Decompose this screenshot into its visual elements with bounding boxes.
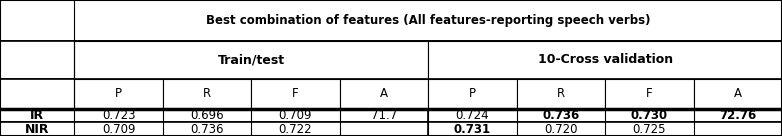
Bar xyxy=(0,79,782,109)
Text: 0.696: 0.696 xyxy=(190,109,224,122)
Bar xyxy=(0,122,782,136)
Text: 0.709: 0.709 xyxy=(102,123,135,136)
Text: 0.723: 0.723 xyxy=(102,109,135,122)
Bar xyxy=(0,41,782,79)
Text: A: A xyxy=(734,87,742,100)
Text: P: P xyxy=(115,87,122,100)
Text: R: R xyxy=(557,87,565,100)
Bar xyxy=(74,79,163,109)
Bar xyxy=(251,79,339,109)
Text: F: F xyxy=(646,87,653,100)
Bar xyxy=(694,79,782,109)
Bar xyxy=(0,109,782,122)
Text: R: R xyxy=(203,87,211,100)
Text: 71.7: 71.7 xyxy=(371,109,397,122)
Text: 0.725: 0.725 xyxy=(633,123,666,136)
Text: A: A xyxy=(380,87,388,100)
Text: 10-Cross validation: 10-Cross validation xyxy=(537,53,673,66)
Text: IR: IR xyxy=(30,109,45,122)
Text: P: P xyxy=(469,87,476,100)
Text: Train/test: Train/test xyxy=(217,53,285,66)
Bar xyxy=(74,41,429,79)
Text: 0.724: 0.724 xyxy=(456,109,490,122)
Text: 0.720: 0.720 xyxy=(544,123,578,136)
Text: 0.709: 0.709 xyxy=(278,109,312,122)
Bar xyxy=(0,0,782,41)
Bar xyxy=(429,41,782,79)
Text: 0.722: 0.722 xyxy=(278,123,312,136)
Text: 0.731: 0.731 xyxy=(454,123,491,136)
Bar xyxy=(517,79,605,109)
Text: F: F xyxy=(292,87,299,100)
Text: 0.730: 0.730 xyxy=(631,109,668,122)
Bar xyxy=(605,79,694,109)
Bar xyxy=(163,79,251,109)
Text: 0.736: 0.736 xyxy=(190,123,224,136)
Text: 72.76: 72.76 xyxy=(719,109,756,122)
Bar xyxy=(429,79,517,109)
Bar xyxy=(339,79,429,109)
Text: NIR: NIR xyxy=(25,123,49,136)
Text: Best combination of features (All features-reporting speech verbs): Best combination of features (All featur… xyxy=(206,14,651,27)
Text: 0.736: 0.736 xyxy=(542,109,579,122)
